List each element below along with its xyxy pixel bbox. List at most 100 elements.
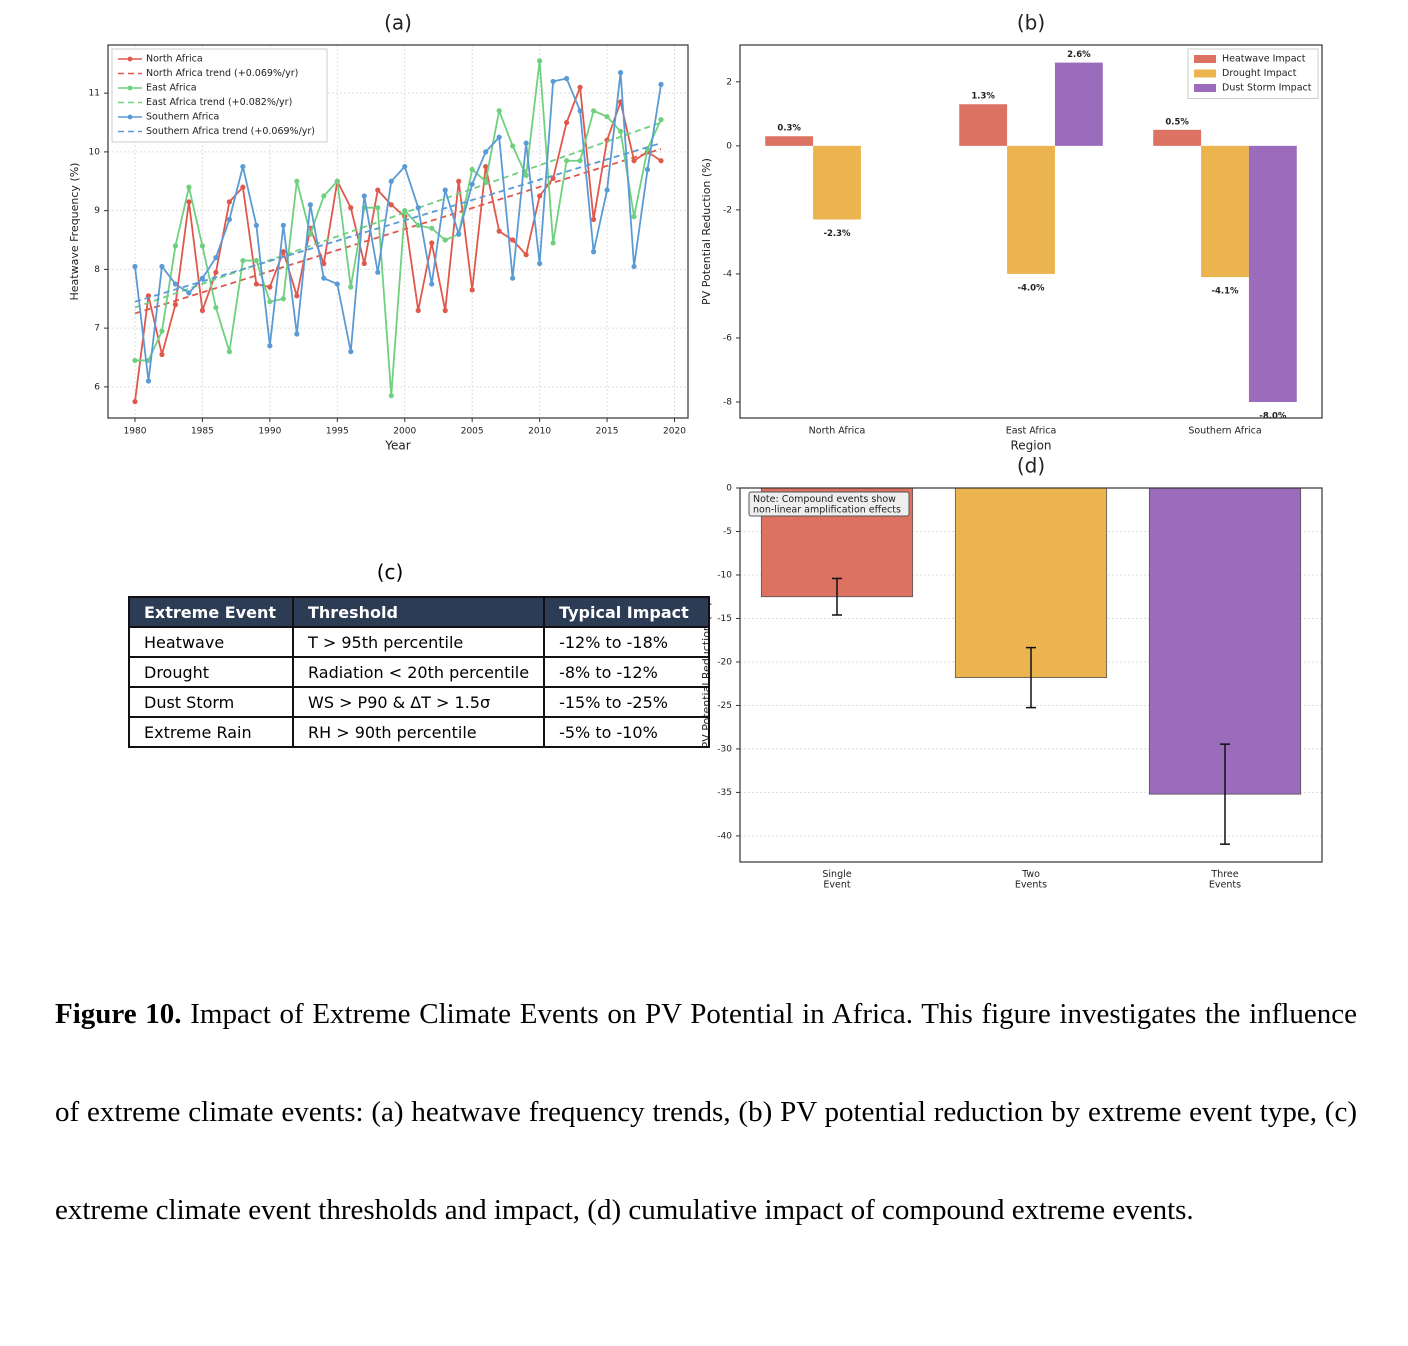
legend-label: Heatwave Impact [1222, 54, 1306, 65]
marker [523, 140, 529, 146]
x-tick-label: 2000 [393, 427, 416, 437]
marker [658, 117, 664, 123]
marker [577, 108, 583, 114]
y-tick-label: 10 [89, 147, 101, 157]
marker [159, 351, 165, 358]
legend-label: East Africa trend (+0.082%/yr) [146, 97, 292, 108]
cell: T > 95th percentile [291, 626, 546, 658]
y-tick-label: 0 [726, 484, 732, 494]
marker [456, 178, 462, 184]
marker [267, 284, 273, 290]
y-tick-label: 11 [89, 89, 100, 99]
value-label: 0.3% [777, 124, 801, 134]
row: Heatwave T > 95th percentile -12% to -18% [128, 626, 711, 658]
marker [145, 378, 152, 384]
marker [577, 158, 583, 164]
bar [1201, 145, 1249, 278]
marker [159, 328, 165, 334]
marker [429, 281, 435, 287]
x-tick-label: 1990 [258, 427, 281, 437]
value-label: -2.3% [823, 229, 851, 239]
marker [132, 263, 138, 270]
x-axis-label: Region [1010, 439, 1051, 453]
marker [199, 275, 206, 281]
marker [375, 205, 381, 211]
x-tick-label: 1995 [326, 427, 349, 437]
y-axis-label: PV Potential Reduction (%) [700, 158, 713, 305]
marker [240, 163, 246, 170]
legend-label: North Africa trend (+0.069%/yr) [146, 68, 298, 79]
marker [469, 166, 475, 173]
marker [294, 178, 300, 184]
marker [550, 240, 556, 246]
marker [267, 299, 273, 305]
x-tick-label: Two Events [1015, 869, 1047, 890]
bar [1248, 145, 1297, 402]
legend-swatch [1194, 69, 1216, 78]
y-tick-label: -6 [723, 333, 732, 343]
cell: RH > 90th percentile [291, 716, 546, 748]
marker [186, 184, 192, 190]
marker [415, 307, 421, 314]
marker [510, 237, 516, 243]
marker [483, 163, 489, 170]
x-tick-label: Three Events [1209, 869, 1241, 890]
marker [402, 163, 408, 170]
legend-label: Southern Africa [146, 112, 219, 123]
marker [456, 231, 462, 237]
marker [375, 187, 381, 193]
marker [590, 216, 597, 223]
marker [590, 108, 597, 114]
line-series [134, 72, 662, 382]
row: Dust Storm WS > P90 & ΔT > 1.5σ -15% to -2… [128, 686, 711, 718]
marker [172, 281, 179, 287]
marker [658, 158, 664, 164]
marker [267, 343, 273, 349]
y-tick-label: -2 [723, 205, 732, 215]
marker [348, 284, 354, 290]
line-series [134, 142, 662, 303]
marker [213, 304, 219, 311]
marker [564, 119, 570, 126]
value-label: -4.0% [1017, 283, 1045, 293]
plot-frame [739, 487, 1323, 863]
legend-swatch [1194, 84, 1216, 92]
cell: -15% to -25% [543, 686, 711, 718]
line-series [134, 148, 662, 315]
annotation-box [748, 491, 910, 517]
marker [280, 296, 286, 302]
legend-box [111, 48, 328, 143]
marker [253, 281, 259, 287]
x-tick-label: 1985 [191, 427, 214, 437]
marker [132, 357, 138, 364]
header-cell: Threshold [291, 596, 546, 628]
marker [172, 302, 179, 308]
marker [469, 181, 475, 187]
marker [186, 290, 192, 296]
marker [402, 208, 408, 214]
plot-frame [739, 44, 1323, 419]
marker [631, 263, 637, 270]
y-tick-label: -35 [717, 788, 732, 798]
marker [334, 178, 340, 184]
y-tick-label: -40 [717, 831, 732, 841]
marker [550, 175, 556, 181]
legend-marker [127, 56, 133, 62]
marker [523, 252, 529, 258]
marker [483, 149, 489, 155]
marker [537, 193, 543, 199]
y-tick-label: -15 [717, 614, 732, 624]
marker [240, 257, 246, 264]
cell: Radiation < 20th percentile [291, 656, 546, 688]
marker [442, 307, 448, 314]
marker [172, 243, 179, 249]
marker [631, 213, 637, 220]
marker [145, 357, 152, 364]
panel-title: (b) [1017, 11, 1045, 35]
cell: Drought [128, 656, 294, 688]
marker [442, 237, 448, 243]
y-axis-label: Heatwave Frequency (%) [68, 163, 81, 301]
x-tick-label: East Africa [1006, 426, 1057, 437]
marker [280, 222, 286, 228]
